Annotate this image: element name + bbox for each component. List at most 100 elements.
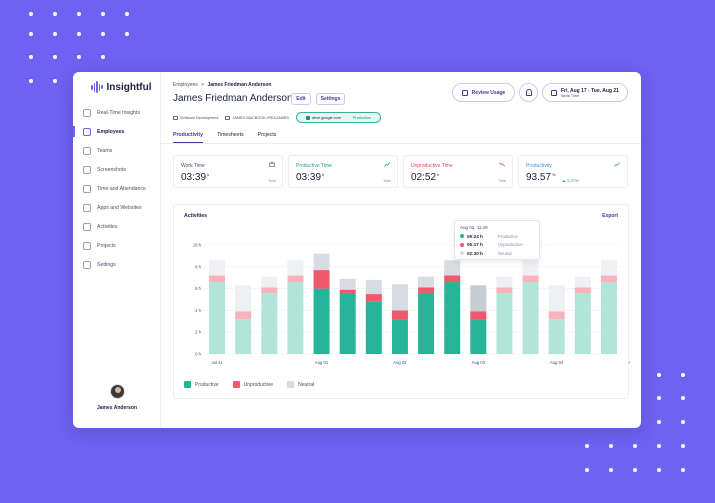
bar-productive-13[interactable]: [548, 319, 565, 354]
bar-neutral-1[interactable]: [235, 285, 252, 312]
unproductive-swatch: [460, 242, 464, 247]
bar-productive-10[interactable]: [470, 319, 487, 354]
bar-unproductive-14[interactable]: [574, 287, 591, 293]
chart-title: Activities: [184, 213, 208, 219]
bar-neutral-11[interactable]: [496, 276, 513, 288]
trend-up-icon: [384, 162, 390, 167]
bar-neutral-2[interactable]: [261, 276, 278, 288]
date-range-picker[interactable]: Fri, Aug 17 - Tue, Aug 21 Work Time: [542, 83, 628, 102]
calendar-icon: [551, 89, 557, 96]
bar-productive-15[interactable]: [600, 282, 617, 354]
sidebar-item-teams[interactable]: Teams: [73, 141, 161, 160]
team-info: Software Development: [173, 115, 218, 120]
export-button[interactable]: Export: [602, 213, 618, 219]
sidebar-item-projects[interactable]: Projects: [73, 236, 161, 255]
sidebar-item-real-time-insights[interactable]: Real-Time Insights: [73, 103, 161, 122]
bar-productive-6[interactable]: [365, 301, 382, 354]
lock-icon: [305, 115, 310, 120]
bar-neutral-8[interactable]: [418, 276, 435, 288]
y-tick-label: 6 h: [195, 286, 201, 291]
sidebar-item-screenshots[interactable]: Screenshots: [73, 160, 161, 179]
bar-productive-0[interactable]: [209, 282, 226, 354]
bar-neutral-6[interactable]: [365, 279, 382, 295]
bar-neutral-15[interactable]: [600, 260, 617, 276]
bar-productive-8[interactable]: [418, 292, 435, 354]
bar-productive-3[interactable]: [287, 282, 304, 354]
sidebar-nav: Real-Time Insights Employees Teams Screensh…: [73, 103, 161, 274]
sidebar-item-label: Activities: [97, 223, 118, 230]
breadcrumb-employees[interactable]: Employees: [173, 82, 198, 88]
y-tick-label: 8 h: [195, 264, 201, 269]
sidebar-item-activities[interactable]: Activities: [73, 217, 161, 236]
bar-unproductive-5[interactable]: [339, 289, 356, 293]
bar-unproductive-3[interactable]: [287, 275, 304, 283]
bar-unproductive-11[interactable]: [496, 287, 513, 293]
stat-label: Productive Time: [296, 163, 332, 169]
bar-productive-9[interactable]: [444, 282, 461, 354]
legend-unproductive[interactable]: Unproductive: [232, 381, 273, 388]
bar-productive-4[interactable]: [313, 288, 330, 354]
tab-projects[interactable]: Projects: [257, 132, 277, 138]
bar-unproductive-15[interactable]: [600, 275, 617, 283]
bar-unproductive-10[interactable]: [470, 311, 487, 320]
stat-value: 03:39h: [181, 172, 210, 183]
bar-productive-14[interactable]: [574, 292, 591, 354]
sidebar-item-employees[interactable]: Employees: [73, 122, 161, 141]
current-site-pill[interactable]: drive.google.com Productive: [295, 112, 381, 123]
notifications-button[interactable]: [519, 83, 538, 102]
bar-neutral-14[interactable]: [574, 276, 591, 288]
bar-unproductive-8[interactable]: [418, 287, 435, 293]
bar-productive-1[interactable]: [235, 319, 252, 354]
employee-meta: Software Development JAMES-MACBOOK-PRO/J…: [173, 112, 381, 123]
briefcase-icon: [83, 241, 91, 250]
bar-neutral-0[interactable]: [209, 260, 226, 276]
bar-unproductive-6[interactable]: [365, 294, 382, 302]
bar-unproductive-7[interactable]: [391, 310, 408, 320]
stat-value: 03:39h: [296, 172, 325, 183]
bar-productive-7[interactable]: [391, 319, 408, 354]
bar-unproductive-1[interactable]: [235, 311, 252, 320]
sidebar-user[interactable]: James Anderson: [73, 384, 161, 411]
sidebar-item-apps-and-websites[interactable]: Apps and Websites: [73, 198, 161, 217]
legend-productive[interactable]: Productive: [184, 381, 219, 388]
y-tick-label: 10 h: [193, 243, 202, 248]
bar-neutral-10[interactable]: [470, 285, 487, 312]
bar-neutral-12[interactable]: [522, 260, 539, 276]
dashboard-icon: [83, 108, 91, 117]
legend-neutral[interactable]: Neutral: [287, 381, 314, 388]
app-logo[interactable]: Insightful: [91, 81, 152, 93]
sidebar-item-settings[interactable]: Settings: [73, 255, 161, 274]
bar-unproductive-12[interactable]: [522, 275, 539, 283]
bar-neutral-4[interactable]: [313, 253, 330, 271]
bar-productive-5[interactable]: [339, 292, 356, 354]
tooltip-row-productive: 09:24 h Productive: [460, 232, 534, 241]
y-tick-label: 4 h: [195, 308, 201, 313]
bar-unproductive-2[interactable]: [261, 287, 278, 293]
breadcrumb-separator: >: [201, 82, 205, 88]
bar-unproductive-0[interactable]: [209, 275, 226, 283]
review-usage-button[interactable]: Review Usage: [452, 83, 515, 102]
bar-productive-11[interactable]: [496, 292, 513, 354]
settings-button[interactable]: Settings: [316, 93, 345, 105]
sidebar-item-time-and-attendance[interactable]: Time and Attendance: [73, 179, 161, 198]
bar-unproductive-9[interactable]: [444, 275, 461, 283]
bar-neutral-5[interactable]: [339, 278, 356, 290]
bar-neutral-9[interactable]: [444, 260, 461, 276]
decor-dots-bottom-right: [560, 360, 715, 503]
edit-button[interactable]: Edit: [291, 93, 311, 105]
briefcase-icon: [269, 162, 275, 167]
x-tick-label: Aug 02: [393, 360, 407, 365]
bar-neutral-3[interactable]: [287, 260, 304, 276]
bar-productive-2[interactable]: [261, 292, 278, 354]
stat-caption: Total: [382, 179, 391, 183]
bar-neutral-13[interactable]: [548, 285, 565, 312]
bar-productive-12[interactable]: [522, 282, 539, 354]
bar-neutral-7[interactable]: [391, 284, 408, 311]
activities-chart: 0 h 2 h 4 h 6 h 8 h 10 h Jul 31 Aug 01 Aug 02 Aug…: [193, 243, 630, 366]
tab-productivity[interactable]: Productivity: [173, 132, 203, 143]
bar-unproductive-13[interactable]: [548, 311, 565, 320]
avatar[interactable]: [109, 384, 125, 399]
tab-timesheets[interactable]: Timesheets: [216, 132, 244, 138]
stat-value: 93.57%: [526, 172, 556, 183]
bar-unproductive-4[interactable]: [313, 270, 330, 289]
